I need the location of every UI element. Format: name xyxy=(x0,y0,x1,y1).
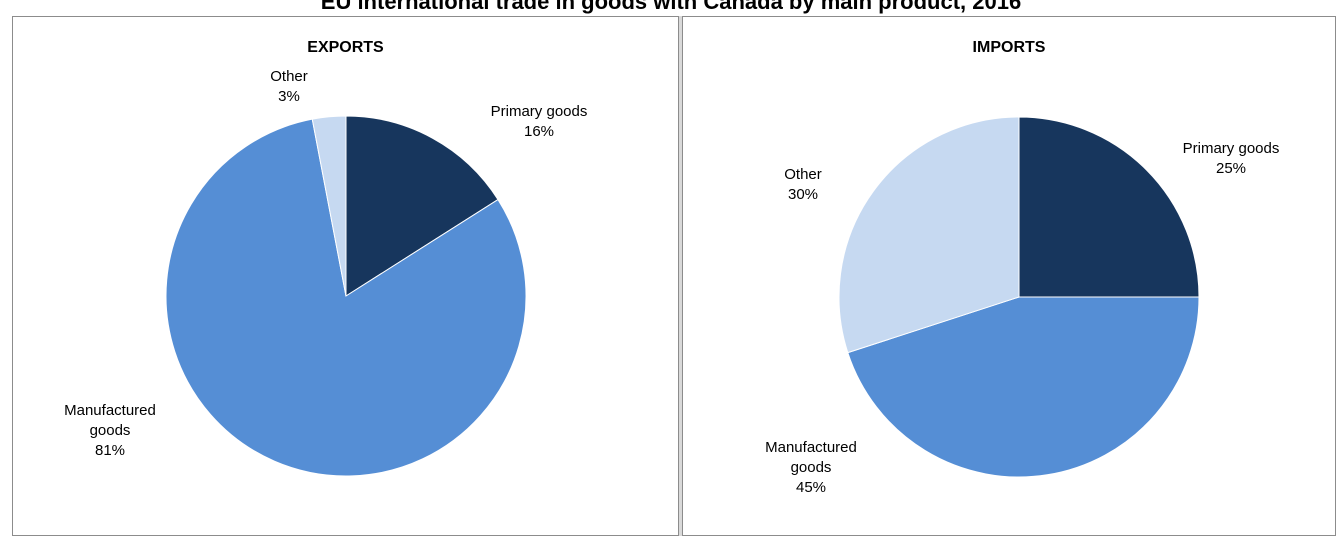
imports-label-other: Other 30% xyxy=(784,166,822,203)
exports-slice-other xyxy=(311,115,347,297)
imports-label-primary-goods: Primary goods 25% xyxy=(1183,140,1280,177)
imports-slice-primary-goods xyxy=(1018,116,1200,298)
imports-slice-manufactured-goods xyxy=(847,296,1200,478)
imports-label-manufactured-goods: Manufactured goods 45% xyxy=(765,439,857,496)
exports-pie-chart: Primary goods 16% Manufactured goods 81% Othe… xyxy=(64,68,588,477)
exports-chart-title: EXPORTS xyxy=(307,39,384,56)
panel-divider xyxy=(679,16,682,536)
chart-title: EU international trade in goods with Can… xyxy=(320,0,1022,14)
imports-chart-panel: IMPORTS Primary goods 25% Manufactured good… xyxy=(682,16,1336,536)
imports-slice-other xyxy=(838,116,1020,354)
exports-slice-primary-goods xyxy=(345,115,499,297)
exports-chart-panel: EXPORTS Primary goods 16% Manufactured good… xyxy=(12,16,679,536)
exports-label-other: Other 3% xyxy=(270,68,308,105)
exports-label-manufactured-goods: Manufactured goods 81% xyxy=(64,402,156,459)
imports-chart-title: IMPORTS xyxy=(972,39,1046,56)
imports-pie-chart: Primary goods 25% Manufactured goods 45% Othe… xyxy=(765,116,1280,496)
exports-label-primary-goods: Primary goods 16% xyxy=(491,103,588,140)
exports-slice-manufactured-goods xyxy=(165,118,527,477)
